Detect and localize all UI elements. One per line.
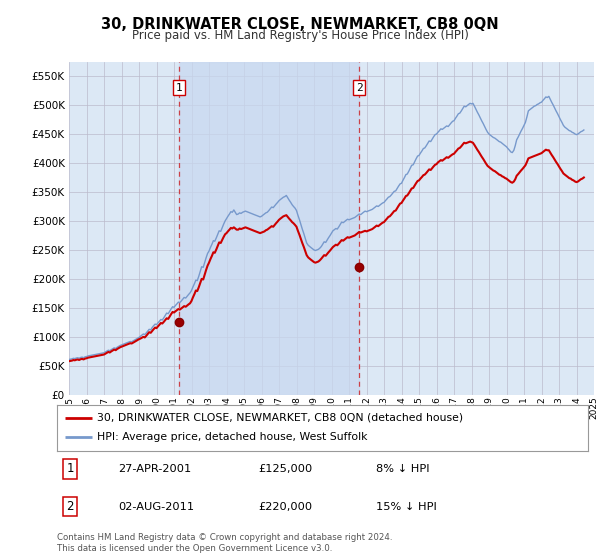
- Text: 8% ↓ HPI: 8% ↓ HPI: [376, 464, 429, 474]
- Text: £125,000: £125,000: [259, 464, 313, 474]
- Text: 1: 1: [67, 462, 74, 475]
- Text: Price paid vs. HM Land Registry's House Price Index (HPI): Price paid vs. HM Land Registry's House …: [131, 29, 469, 42]
- Text: Contains HM Land Registry data © Crown copyright and database right 2024.
This d: Contains HM Land Registry data © Crown c…: [57, 533, 392, 553]
- Bar: [179, 62, 359, 395]
- Text: 2: 2: [356, 83, 362, 92]
- Text: 02-AUG-2011: 02-AUG-2011: [118, 502, 194, 511]
- Text: 27-APR-2001: 27-APR-2001: [118, 464, 191, 474]
- Text: 2: 2: [67, 500, 74, 513]
- Text: £220,000: £220,000: [259, 502, 313, 511]
- Text: 15% ↓ HPI: 15% ↓ HPI: [376, 502, 436, 511]
- Text: HPI: Average price, detached house, West Suffolk: HPI: Average price, detached house, West…: [97, 432, 367, 442]
- Text: 1: 1: [176, 83, 182, 92]
- Text: 30, DRINKWATER CLOSE, NEWMARKET, CB8 0QN: 30, DRINKWATER CLOSE, NEWMARKET, CB8 0QN: [101, 17, 499, 32]
- Text: 30, DRINKWATER CLOSE, NEWMARKET, CB8 0QN (detached house): 30, DRINKWATER CLOSE, NEWMARKET, CB8 0QN…: [97, 413, 463, 423]
